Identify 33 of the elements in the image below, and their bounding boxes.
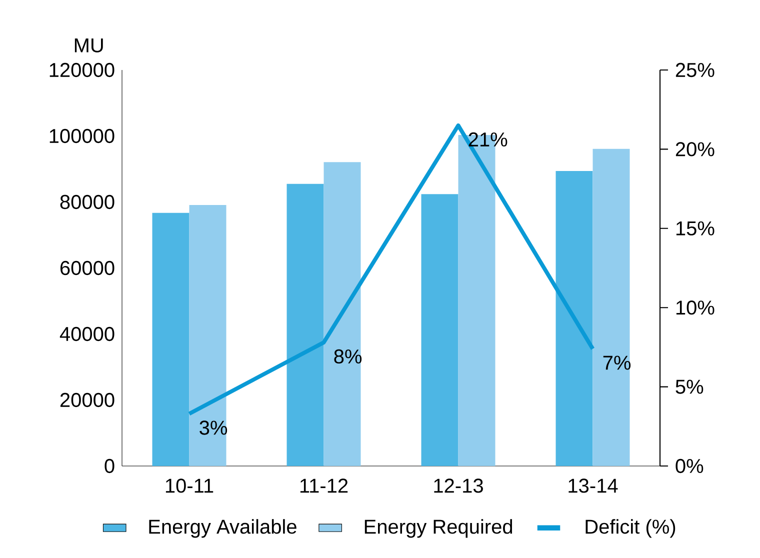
data-label: 8%	[334, 349, 362, 364]
line-series	[187, 123, 595, 416]
y-tick-label: 0	[104, 458, 114, 474]
y-tick-label: 80000	[60, 194, 114, 210]
x-tick-label: 13-14	[568, 478, 618, 493]
y-tick-label: 60000	[60, 260, 114, 276]
x-tick-label: 10-11	[166, 478, 214, 493]
y2-tick-label: 15%	[676, 221, 714, 236]
y-tick-label: 120000	[50, 62, 114, 78]
data-label: 7%	[603, 356, 631, 370]
y2-tick-label: 0%	[676, 458, 704, 474]
x-tick-label: 11-12	[300, 478, 348, 493]
data-label: 21%	[468, 132, 508, 146]
y2-tick-label: 20%	[676, 142, 714, 156]
y2-tick-label: 10%	[676, 300, 714, 315]
y-tick-label: 100000	[50, 128, 114, 144]
data-label: 3%	[200, 420, 228, 435]
bar	[286, 184, 324, 466]
y-tick-label: 40000	[60, 326, 114, 342]
y-axis-title: MU	[74, 38, 103, 52]
bar	[421, 194, 458, 466]
x-tick-label: 12-13	[434, 478, 483, 493]
legend-label: Energy Required	[364, 519, 512, 538]
legend-label: Deficit (%)	[586, 519, 676, 538]
y2-tick-label: 5%	[676, 380, 704, 394]
bar	[556, 170, 593, 466]
legend-label: Energy Available	[149, 519, 296, 538]
y-tick-label: 20000	[60, 392, 114, 408]
bar	[592, 148, 630, 466]
bar	[189, 204, 226, 466]
bar	[324, 162, 361, 466]
bar	[152, 212, 190, 466]
y2-tick-label: 25%	[676, 62, 714, 78]
